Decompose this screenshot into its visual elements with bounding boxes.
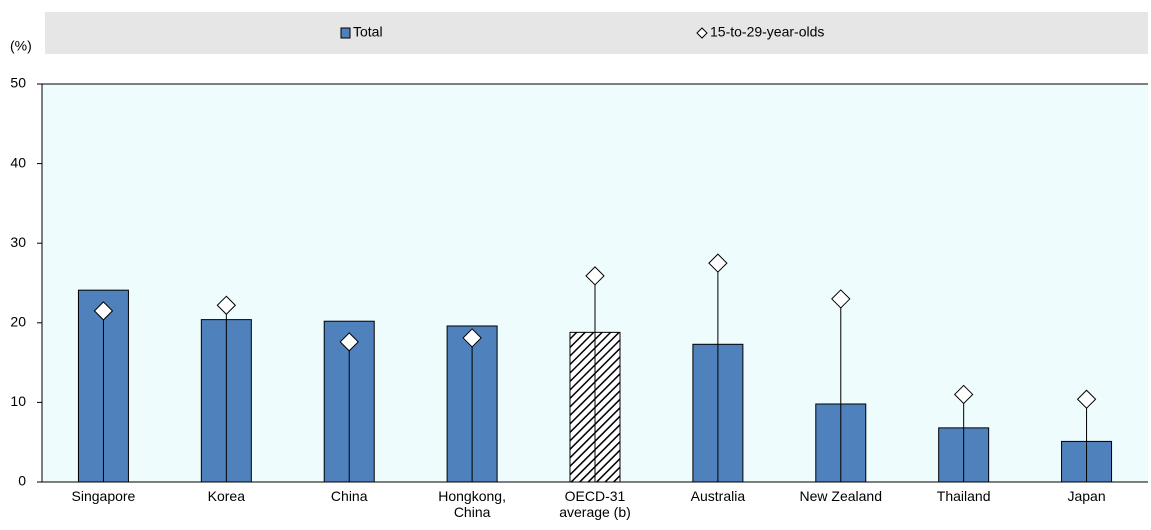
y-tick-label: 40 — [10, 154, 26, 170]
x-tick-label: OECD-31 average (b) — [559, 488, 631, 520]
marker — [462, 328, 482, 348]
x-tick-label: New Zealand — [799, 488, 883, 504]
y-tick-label: 20 — [10, 314, 26, 330]
x-tick-label: Australia — [690, 488, 746, 504]
x-tick-label: Japan — [1067, 488, 1106, 504]
marker — [93, 301, 114, 321]
marker — [339, 332, 359, 352]
x-tick-label: Singapore — [71, 488, 136, 504]
y-axis-label: (%) — [10, 38, 32, 54]
marker — [585, 266, 605, 286]
legend-label: 15-to-29-year-olds — [710, 24, 824, 40]
x-tick-label: Thailand — [936, 488, 991, 504]
y-tick-label: 0 — [18, 473, 26, 489]
legend-box — [45, 12, 1148, 54]
y-tick-label: 10 — [10, 393, 26, 409]
x-tick-label: China — [330, 488, 368, 504]
x-tick-label: Hongkong, China — [438, 488, 506, 520]
marker — [708, 253, 728, 273]
marker — [831, 289, 851, 309]
y-tick-label: 30 — [10, 234, 26, 250]
legend-label: Total — [353, 24, 383, 40]
legend-swatch — [340, 27, 351, 39]
y-tick-label: 50 — [10, 75, 26, 91]
marker — [953, 384, 974, 405]
legend-marker — [696, 27, 708, 39]
x-tick-label: Korea — [207, 488, 245, 504]
marker — [1076, 389, 1097, 409]
marker — [216, 295, 237, 315]
